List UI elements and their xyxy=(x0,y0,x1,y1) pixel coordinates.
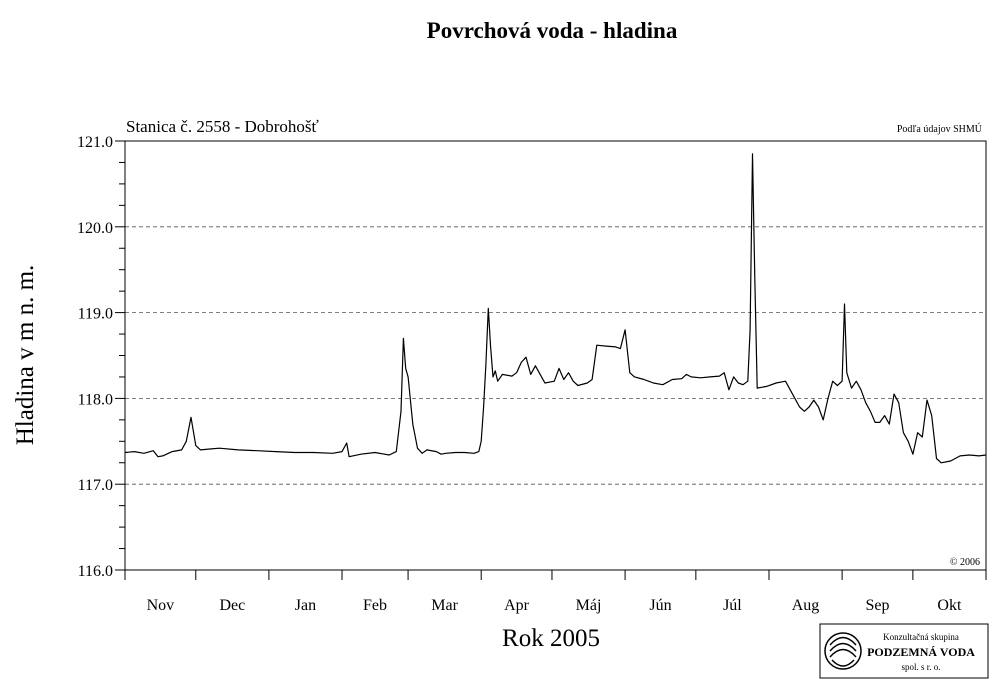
source-note: Podľa údajov SHMÚ xyxy=(897,123,983,135)
logo-line-2: PODZEMNÁ VODA xyxy=(867,645,975,659)
plot-frame xyxy=(124,140,987,571)
x-tick-label-1: Dec xyxy=(219,597,245,614)
x-axis: Nov Dec Jan Feb Mar Apr Máj Jún Júl Aug Sep Okt xyxy=(124,570,987,614)
x-tick-label-2: Jan xyxy=(295,597,316,614)
logo-line-1: Konzultačná skupina xyxy=(883,632,959,642)
x-tick-label-0: Nov xyxy=(147,597,175,614)
x-tick-label-4: Mar xyxy=(431,597,458,614)
chart-subtitle: Stanica č. 2558 - Dobrohošť xyxy=(126,117,319,136)
y-tick-label-5: 121.0 xyxy=(77,134,113,151)
x-tick-label-3: Feb xyxy=(363,597,387,614)
copyright-note: © 2006 xyxy=(950,557,980,568)
series-line-0 xyxy=(124,153,987,464)
x-tick-label-7: Jún xyxy=(649,597,671,614)
logo-line-3: spol. s r. o. xyxy=(901,662,940,672)
logo-emblem-icon xyxy=(824,632,862,670)
company-logo: Konzultačná skupina PODZEMNÁ VODA spol. … xyxy=(819,623,989,679)
x-axis-label: Rok 2005 xyxy=(502,625,600,652)
x-tick-label-9: Aug xyxy=(792,597,820,614)
y-tick-label-1: 117.0 xyxy=(78,477,113,494)
chart-title: Povrchová voda - hladina xyxy=(427,18,678,43)
x-tick-label-6: Máj xyxy=(576,597,602,614)
x-tick-label-11: Okt xyxy=(937,597,962,614)
plot-border xyxy=(124,140,987,571)
y-tick-label-4: 120.0 xyxy=(77,220,113,237)
y-axis-label: Hladina v m n. m. xyxy=(12,265,39,446)
x-tick-label-10: Sep xyxy=(865,597,889,614)
grid-layer xyxy=(125,226,986,485)
y-tick-label-2: 118.0 xyxy=(78,391,113,408)
y-axis: 116.0 117.0 118.0 119.0 120.0 121.0 xyxy=(77,134,125,580)
x-tick-label-8: Júl xyxy=(723,597,742,614)
y-tick-label-3: 119.0 xyxy=(78,306,113,323)
x-tick-label-5: Apr xyxy=(504,597,530,614)
y-tick-label-0: 116.0 xyxy=(78,563,113,580)
series-layer xyxy=(124,153,987,464)
